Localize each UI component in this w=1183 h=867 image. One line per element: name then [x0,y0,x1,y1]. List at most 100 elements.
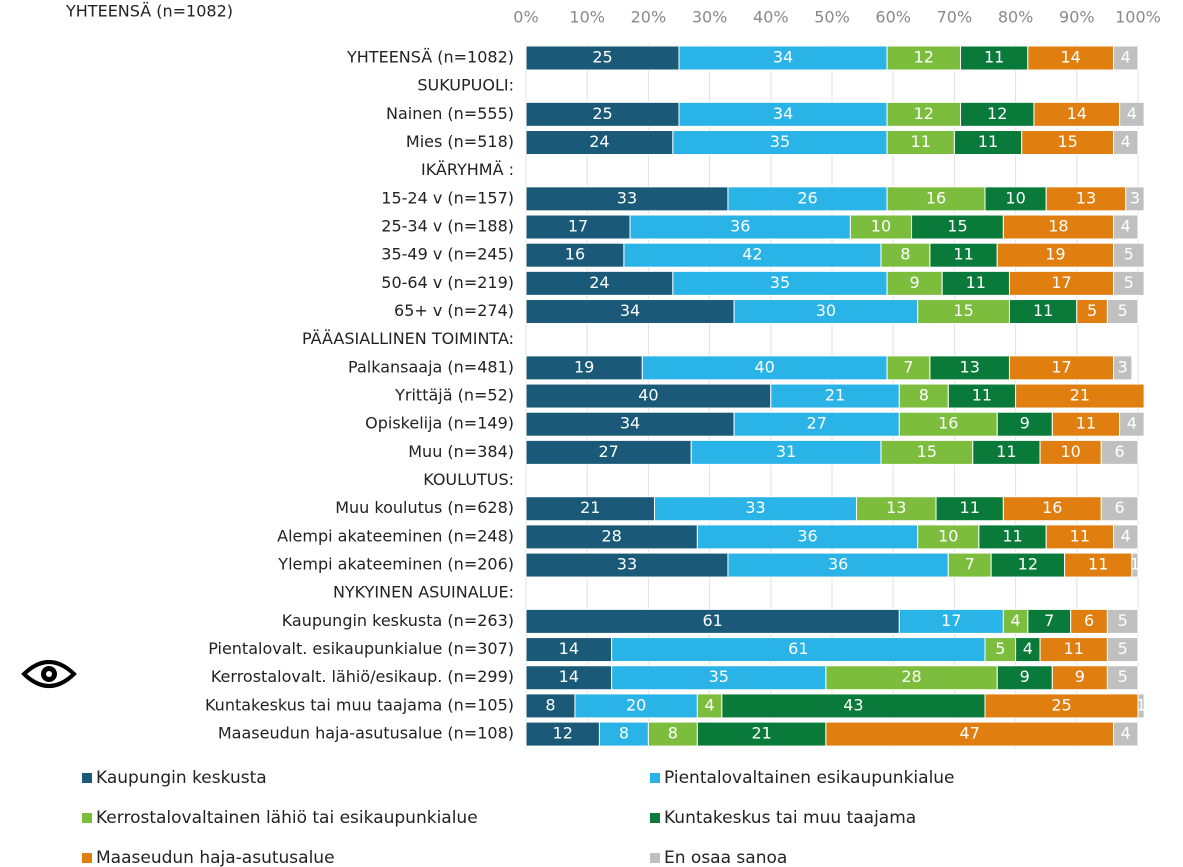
x-tick-label: 100% [1115,8,1161,27]
bar-segment [525,608,900,634]
bar-segment [525,665,613,691]
bar-segment [947,383,1017,409]
bar-segment [1100,496,1139,522]
data-label: 24 [589,273,609,292]
data-label: 21 [751,724,771,743]
data-label: 11 [960,498,980,517]
data-label: 61 [788,639,808,658]
category-label: Opiskelija (n=149) [365,414,514,433]
data-label: 13 [960,357,980,376]
data-label: 15 [953,301,973,320]
bar-segment [960,101,1035,127]
data-label: 11 [972,386,992,405]
bar-segment [1045,186,1127,212]
data-label: 11 [1076,414,1096,433]
bar-segment [525,496,656,522]
bar-segment [574,693,698,719]
bar-segment [678,101,888,127]
x-tick-label: 20% [631,8,667,27]
x-tick-label: 10% [569,8,605,27]
category-label: 15-24 v (n=157) [381,188,514,207]
bar-segment [1113,524,1139,550]
bar-segment [886,101,962,127]
data-label: 35 [709,667,729,686]
data-label: 42 [742,245,762,264]
data-label: 3 [1130,188,1140,207]
bar-segment [525,355,643,381]
data-label: 4 [1127,104,1137,123]
data-label: 7 [903,357,913,376]
bar-segment [1039,637,1108,663]
bar-segment [1119,411,1145,437]
bar-segment [1137,693,1145,719]
data-label: 8 [668,724,678,743]
data-label: 28 [602,526,622,545]
category-label: NYKYINEN ASUINALUE: [333,583,514,602]
data-label: 9 [910,273,920,292]
data-label: 12 [1018,555,1038,574]
bar-segment [1002,608,1029,634]
data-label: 43 [843,695,863,714]
data-label: 17 [941,611,961,630]
category-label: IKÄRYHMÄ : [421,160,514,179]
data-label: 33 [617,188,637,207]
category-label: Kaupungin keskusta (n=263) [282,611,514,630]
data-label: 11 [984,48,1004,67]
data-label: 6 [1115,498,1125,517]
data-label: 35 [770,273,790,292]
bar-segment [525,242,625,268]
x-tick-label: 40% [753,8,789,27]
bar-segment [1113,45,1139,71]
category-label: 35-49 v (n=245) [381,245,514,264]
data-label: 1 [1136,695,1146,714]
category-label: PÄÄASIALLINEN TOIMINTA: [302,329,514,348]
legend-swatch [82,773,92,783]
legend-label: Pientalovaltainen esikaupunkialue [664,768,955,788]
data-label: 9 [1020,414,1030,433]
data-label: 10 [938,526,958,545]
data-label: 4 [1121,48,1131,67]
data-label: 5 [1118,639,1128,658]
data-label: 16 [926,188,946,207]
bar-segment [611,665,827,691]
bar-segment [880,439,974,465]
bar-segment [696,721,827,747]
bar-segment [525,45,680,71]
data-label: 5 [1087,301,1097,320]
legend-swatch [650,813,660,823]
data-label: 61 [702,611,722,630]
data-label: 15 [1057,132,1077,151]
bar-segment [990,552,1066,578]
data-label: 8 [619,724,629,743]
x-tick-label: 0% [513,8,538,27]
bar-segment [1119,101,1145,127]
bar-segment [525,214,631,240]
bar-segment [721,693,986,719]
bar-segment [996,242,1115,268]
bar-segment [525,186,729,212]
category-label: Muu (n=384) [408,442,514,461]
data-label: 5 [1124,273,1134,292]
bar-segment [1008,355,1115,381]
data-label: 4 [1011,611,1021,630]
data-label: 5 [995,639,1005,658]
data-label: 4 [1121,724,1131,743]
data-label: 12 [553,724,573,743]
data-label: 10 [871,217,891,236]
category-label: Pientalovalt. esikaupunkialue (n=307) [208,639,514,658]
data-label: 27 [807,414,827,433]
bar-segment [733,299,919,325]
data-label: 11 [1088,555,1108,574]
data-label: 15 [917,442,937,461]
data-label: 10 [1061,442,1081,461]
bar-segment [525,693,576,719]
bar-segment [678,45,888,71]
category-label: Palkansaaja (n=481) [348,357,514,376]
data-label: 17 [1051,273,1071,292]
legend-swatch [650,773,660,783]
bar-segment [727,552,949,578]
bar-segment [647,721,698,747]
data-label: 5 [1118,667,1128,686]
bar-segment [849,214,913,240]
category-label: SUKUPUOLI: [417,76,514,95]
